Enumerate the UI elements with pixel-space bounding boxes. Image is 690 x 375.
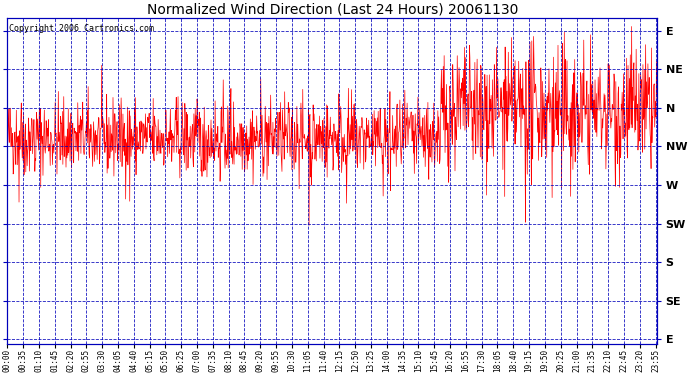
Title: Normalized Wind Direction (Last 24 Hours) 20061130: Normalized Wind Direction (Last 24 Hours… (147, 3, 518, 17)
Text: Copyright 2006 Cartronics.com: Copyright 2006 Cartronics.com (8, 24, 154, 33)
